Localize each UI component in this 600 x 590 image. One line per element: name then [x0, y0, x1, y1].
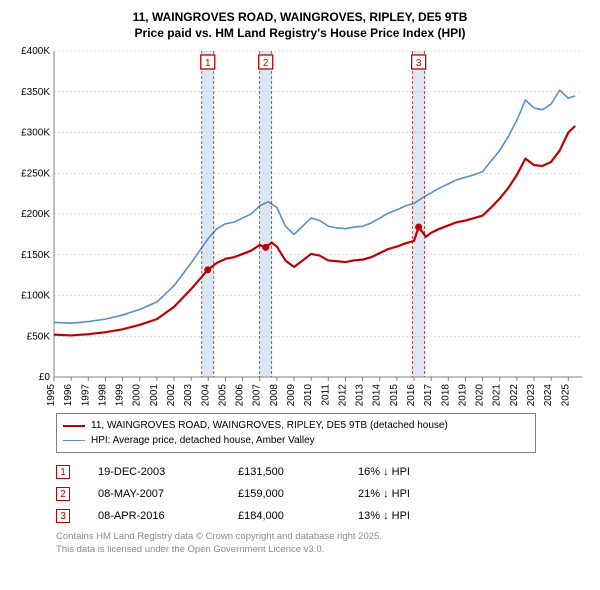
legend-swatch-icon — [63, 440, 85, 441]
svg-text:2007: 2007 — [252, 384, 263, 407]
svg-text:3: 3 — [416, 58, 422, 69]
svg-text:2025: 2025 — [560, 384, 571, 407]
legend-swatch-icon — [63, 425, 85, 427]
svg-text:2023: 2023 — [526, 384, 537, 407]
svg-text:2011: 2011 — [320, 384, 331, 406]
svg-text:2017: 2017 — [423, 384, 434, 407]
svg-text:2013: 2013 — [355, 384, 366, 407]
svg-text:£350K: £350K — [21, 87, 50, 98]
svg-text:2006: 2006 — [235, 384, 246, 407]
legend-label: 11, WAINGROVES ROAD, WAINGROVES, RIPLEY,… — [91, 418, 448, 433]
table-row: 2 08-MAY-2007 £159,000 21% ↓ HPI — [56, 483, 576, 505]
table-row: 1 19-DEC-2003 £131,500 16% ↓ HPI — [56, 461, 576, 483]
svg-text:1996: 1996 — [63, 384, 74, 407]
svg-text:£200K: £200K — [21, 209, 50, 220]
footer-attribution: Contains HM Land Registry data © Crown c… — [56, 531, 576, 556]
sale-date: 19-DEC-2003 — [98, 466, 238, 478]
sale-badge-icon: 1 — [56, 465, 70, 479]
svg-text:2022: 2022 — [509, 384, 520, 407]
svg-text:2000: 2000 — [132, 384, 143, 407]
svg-text:2016: 2016 — [406, 384, 417, 407]
chart-legend: 11, WAINGROVES ROAD, WAINGROVES, RIPLEY,… — [56, 413, 536, 453]
sale-price: £131,500 — [238, 466, 358, 478]
sale-date: 08-MAY-2007 — [98, 488, 238, 500]
svg-text:1999: 1999 — [115, 384, 126, 407]
sale-badge-icon: 3 — [56, 509, 70, 523]
price-chart: £0 £50K £100K £150K £200K £250K £300K £350K £400… — [14, 47, 586, 407]
svg-text:1997: 1997 — [80, 384, 91, 407]
sale-delta: 16% ↓ HPI — [358, 466, 410, 478]
svg-text:2001: 2001 — [149, 384, 160, 407]
legend-item: 11, WAINGROVES ROAD, WAINGROVES, RIPLEY,… — [63, 418, 529, 433]
svg-text:£250K: £250K — [21, 168, 50, 179]
sale-date: 08-APR-2016 — [98, 510, 238, 522]
svg-text:2021: 2021 — [492, 384, 503, 407]
svg-text:2014: 2014 — [372, 384, 383, 407]
svg-text:2003: 2003 — [183, 384, 194, 407]
legend-item: HPI: Average price, detached house, Ambe… — [63, 433, 529, 448]
svg-text:1: 1 — [205, 58, 211, 69]
svg-text:2010: 2010 — [303, 384, 314, 407]
svg-text:£50K: £50K — [27, 331, 51, 342]
footer-line: Contains HM Land Registry data © Crown c… — [56, 531, 576, 543]
svg-text:2009: 2009 — [286, 384, 297, 407]
svg-text:2012: 2012 — [337, 384, 348, 407]
svg-text:2024: 2024 — [543, 384, 554, 407]
svg-text:1998: 1998 — [97, 384, 108, 407]
svg-text:£100K: £100K — [21, 291, 50, 302]
svg-text:1995: 1995 — [46, 384, 57, 407]
svg-text:£150K: £150K — [21, 250, 50, 261]
svg-text:2005: 2005 — [217, 384, 228, 407]
svg-text:2015: 2015 — [389, 384, 400, 407]
svg-text:£300K: £300K — [21, 128, 50, 139]
sales-table: 1 19-DEC-2003 £131,500 16% ↓ HPI 2 08-MA… — [56, 461, 576, 527]
sale-delta: 21% ↓ HPI — [358, 488, 410, 500]
svg-text:2: 2 — [263, 58, 269, 69]
chart-title-line2: Price paid vs. HM Land Registry's House … — [14, 26, 586, 42]
legend-label: HPI: Average price, detached house, Ambe… — [91, 433, 315, 448]
table-row: 3 08-APR-2016 £184,000 13% ↓ HPI — [56, 505, 576, 527]
svg-text:2004: 2004 — [200, 384, 211, 407]
sale-price: £184,000 — [238, 510, 358, 522]
sale-price: £159,000 — [238, 488, 358, 500]
sale-delta: 13% ↓ HPI — [358, 510, 410, 522]
svg-text:£0: £0 — [39, 372, 51, 383]
svg-text:2020: 2020 — [475, 384, 486, 407]
sale-badge-icon: 2 — [56, 487, 70, 501]
svg-text:2019: 2019 — [457, 384, 468, 407]
svg-text:2018: 2018 — [440, 384, 451, 407]
footer-line: This data is licensed under the Open Gov… — [56, 544, 576, 556]
svg-text:2008: 2008 — [269, 384, 280, 407]
chart-title-line1: 11, WAINGROVES ROAD, WAINGROVES, RIPLEY,… — [14, 10, 586, 26]
svg-text:£400K: £400K — [21, 47, 50, 57]
svg-text:2002: 2002 — [166, 384, 177, 407]
